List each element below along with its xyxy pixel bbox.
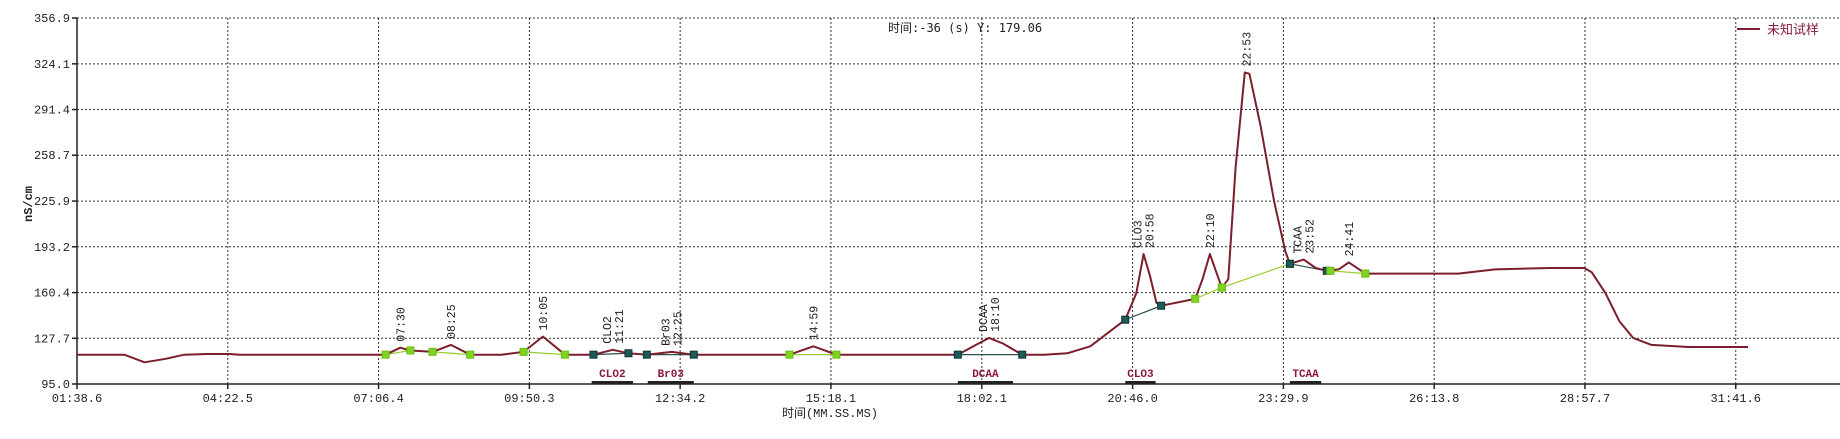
x-tick-label: 09:50.3 <box>504 392 554 406</box>
peak-label: DCAA <box>978 304 991 332</box>
peak-label: 22:10 <box>1205 213 1218 248</box>
baseline-segment <box>432 351 471 356</box>
peak-label: TCAA <box>1293 226 1306 254</box>
baseline-marker <box>1361 269 1370 278</box>
y-tick-label: 258.7 <box>34 149 70 163</box>
axes <box>72 17 1840 389</box>
baseline-marker <box>1121 315 1130 324</box>
peak-label: CLO3 <box>1133 220 1146 248</box>
x-tick-label: 07:06.4 <box>353 392 403 406</box>
baseline-marker <box>832 350 841 359</box>
component-label: DCAA <box>972 369 999 381</box>
baseline-marker <box>1157 301 1166 310</box>
baseline-marker <box>406 346 415 355</box>
legend-label: 未知试样 <box>1767 22 1819 38</box>
x-tick-label: 04:22.5 <box>203 392 253 406</box>
legend[interactable]: 未知试样 <box>1737 22 1819 38</box>
component-labels: CLO2 Br03 DCAA CLO3 TCAA <box>591 369 1322 384</box>
component-bar <box>591 381 634 384</box>
baseline-segment <box>1125 305 1162 321</box>
y-tick-label: 95.0 <box>41 378 70 392</box>
x-tick-label: 28:57.7 <box>1560 392 1610 406</box>
y-axis-title: nS/cm <box>22 186 36 222</box>
baseline-marker <box>785 350 794 359</box>
baseline-marker <box>560 350 569 359</box>
component-bar <box>1289 381 1322 384</box>
x-tick-label: 23:29.9 <box>1258 392 1308 406</box>
baseline-marker <box>1326 266 1335 275</box>
peak-label: 11:21 <box>614 309 627 344</box>
peak-label: 08:25 <box>446 304 459 339</box>
x-tick-label: 12:34.2 <box>655 392 705 406</box>
peak-label: 23:52 <box>1305 219 1318 254</box>
x-tick-label: 31:41.6 <box>1711 392 1761 406</box>
baseline-marker <box>1285 259 1294 268</box>
peak-label: 07:30 <box>395 307 408 342</box>
y-tick-label: 291.4 <box>34 104 70 118</box>
peak-label: 18:10 <box>990 297 1003 332</box>
tick-labels: 95.0 127.7 160.4 193.2 225.9 258.7 291.4 324.1 3… <box>34 12 1761 406</box>
baseline-marker <box>466 350 475 359</box>
peak-labels: 07:30 08:25 10:05 CLO2 11:21 Br03 12:25 14:59 DC… <box>395 32 1357 346</box>
peak-label: 20:58 <box>1145 213 1158 248</box>
baseline-segment <box>593 352 629 356</box>
peak-label: 10:05 <box>538 296 551 331</box>
baseline-marker <box>1018 350 1027 359</box>
y-tick-label: 225.9 <box>34 195 70 209</box>
y-tick-label: 356.9 <box>34 12 70 26</box>
x-axis-title: 时间(MM.SS.MS) <box>782 406 878 421</box>
baseline-marker <box>589 350 598 359</box>
baseline-segment <box>1221 263 1291 289</box>
x-tick-label: 20:46.0 <box>1107 392 1157 406</box>
baseline-marker <box>428 347 437 356</box>
baseline-marker <box>1191 294 1200 303</box>
peak-label: Br03 <box>661 318 674 346</box>
peak-label: 12:25 <box>673 311 686 346</box>
x-tick-label: 18:02.1 <box>957 392 1007 406</box>
x-tick-label: 01:38.6 <box>52 392 102 406</box>
grid <box>77 17 1840 384</box>
component-bar <box>647 381 694 384</box>
baseline-marker <box>1217 283 1226 292</box>
component-label: CLO2 <box>599 369 625 381</box>
baseline-segment <box>1330 270 1366 275</box>
peak-label: 14:59 <box>808 306 821 341</box>
baseline-markers <box>381 259 1370 359</box>
x-tick-label: 15:18.1 <box>806 392 856 406</box>
series-line <box>77 71 1749 364</box>
component-bar <box>957 381 1014 384</box>
baselines <box>385 263 1366 356</box>
peak-label: CLO2 <box>602 316 615 344</box>
peak-label: 22:53 <box>1242 32 1255 67</box>
y-tick-label: 324.1 <box>34 58 70 72</box>
baseline-marker <box>642 350 651 359</box>
baseline-marker <box>953 350 962 359</box>
component-label: CLO3 <box>1127 369 1154 381</box>
baseline-marker <box>689 350 698 359</box>
component-label: Br03 <box>658 369 685 381</box>
baseline-marker <box>519 347 528 356</box>
baseline-segment <box>385 349 411 356</box>
y-tick-label: 127.7 <box>34 332 70 346</box>
y-tick-label: 160.4 <box>34 287 70 301</box>
component-bar <box>1125 381 1156 384</box>
y-tick-label: 193.2 <box>34 241 70 255</box>
baseline-marker <box>624 349 633 358</box>
baseline-marker <box>381 350 390 359</box>
x-tick-label: 26:13.8 <box>1409 392 1459 406</box>
series-trace <box>77 71 1749 364</box>
cursor-readout: 时间:-36 (s) Y: 179.06 <box>888 21 1042 35</box>
baseline-segment <box>523 351 566 356</box>
component-label: TCAA <box>1292 369 1319 381</box>
peak-label: 24:41 <box>1344 222 1357 257</box>
baseline-segment <box>1194 287 1223 300</box>
